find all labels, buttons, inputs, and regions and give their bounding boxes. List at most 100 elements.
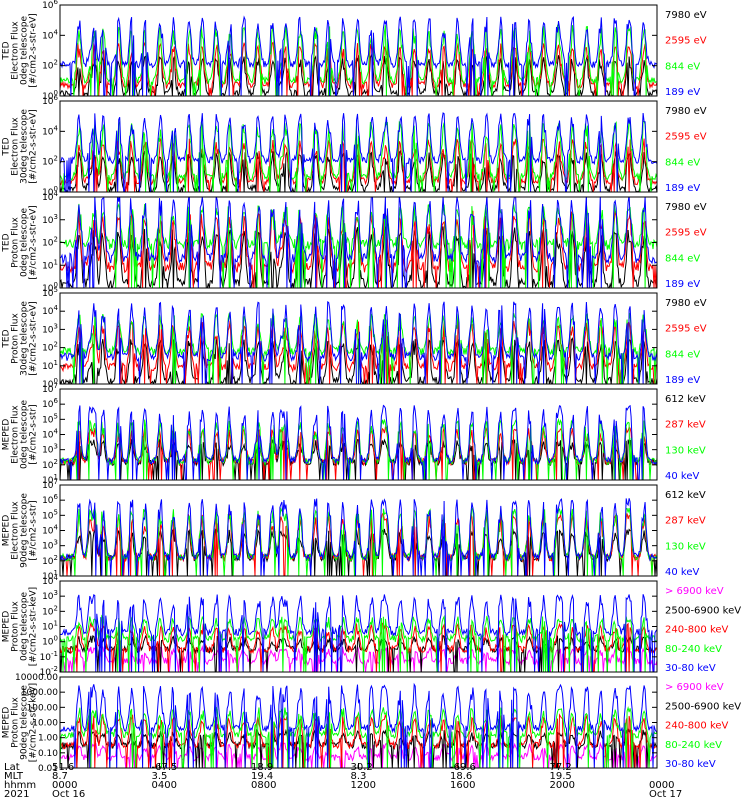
panel-1-ylabel: TEDElectron Flux0deg telescope[#/cm2-s-s…: [2, 13, 39, 88]
panel-7-legend-1: > 6900 keV: [665, 586, 724, 597]
x-tick-2-label-0: 18.9: [251, 762, 273, 773]
panel-2-ylabel-line-4: [#/cm2-s-str-eV]: [29, 109, 39, 184]
panel-5-ylabel-line-3: 0deg telescope: [20, 400, 30, 470]
panel-6-series-1-line: [60, 527, 657, 576]
x-tick-2-label-1: 19.4: [251, 771, 273, 782]
panel-4-legend-1: 7980 eV: [665, 298, 707, 309]
panel-1-ylabel-line-3: 0deg telescope: [20, 16, 30, 86]
x-tick-3-label-2: 1200: [351, 780, 376, 791]
panel-5-ytick-label-1: 102: [42, 458, 58, 471]
panel-8-ytick-label-3: 10.00: [32, 719, 58, 729]
panel-8-ylabel: MEPEDProton Flux90deg telescope[#/cm2-s-…: [2, 683, 39, 762]
panel-3-legend-2: 2595 eV: [665, 228, 707, 239]
panel-7-series: [60, 593, 657, 672]
panel-8-series-5-line: [60, 682, 657, 768]
panel-3-ytick-label-3: 103: [42, 213, 58, 226]
panel-2-ylabel-line-2: Electron Flux: [11, 117, 21, 176]
panel-1-series: [60, 15, 657, 96]
panel-7-legend-4: 80-240 keV: [665, 644, 722, 655]
panel-8-ylabel-line-1: MEPED: [2, 707, 12, 739]
panel-1-series-2-line: [60, 41, 657, 96]
x-tick-6-label-2: 0000: [649, 780, 674, 791]
x-tick-4-label-1: 18.6: [450, 771, 472, 782]
panel-2-series-4-line: [60, 112, 657, 192]
panel-5-ytick-label-3: 104: [42, 428, 58, 441]
panel-5-ylabel: MEPEDElectron Flux0deg telescope[#/cm2-s…: [2, 400, 39, 470]
x-tick-6-label-3: Oct 17: [649, 789, 682, 800]
x-tick-0-label-2: 0000: [52, 780, 77, 791]
panel-5-ylabel-line-1: MEPED: [2, 419, 12, 451]
panel-5-legend-3: 130 keV: [665, 445, 706, 456]
panel-7-legend-5: 30-80 keV: [665, 663, 716, 674]
panel-8-ytick-label-6: 10000.00: [15, 673, 58, 683]
panel-1-ytick-label-3: 106: [42, 0, 58, 11]
panel-1-series-4-line: [60, 15, 657, 96]
x-tick-4-label-2: 1600: [450, 780, 475, 791]
panel-7-legend-3: 240-800 keV: [665, 625, 729, 636]
panel-2-ylabel-line-1: TED: [2, 137, 12, 156]
x-tick-1-label-2: 0400: [152, 780, 177, 791]
x-tick-5-label-1: 19.5: [550, 771, 572, 782]
x-tick-3-label-0: 30.2: [351, 762, 373, 773]
panel-4-ylabel-line-1: TED: [2, 329, 12, 348]
panel-3-ytick-label-2: 102: [42, 236, 58, 249]
panel-7-series-2-line: [60, 634, 657, 672]
x-tick-0-label-1: 8.7: [52, 771, 68, 782]
panel-5-series-4-line: [60, 404, 657, 480]
panel-2-ylabel-line-3: 30deg telescope: [20, 109, 30, 184]
panel-7-ylabel-line-3: 0deg telescope: [20, 592, 30, 662]
panel-7-ylabel-line-4: [#/cm2-s-str-keV]: [29, 587, 39, 666]
panel-3-series-4-line: [60, 197, 657, 288]
x-tick-4-label-0: -69.6: [450, 762, 476, 773]
x-tick-2-label-2: 0800: [251, 780, 276, 791]
panel-2-legend-2: 2595 eV: [665, 132, 707, 143]
x-tick-0-label-0: 51.6: [52, 762, 74, 773]
panel-4-series: [60, 300, 657, 384]
panel-6-legend-3: 130 keV: [665, 541, 706, 552]
panel-5-ytick-label-4: 105: [42, 412, 58, 425]
panel-7-series-5-line: [60, 593, 657, 672]
panel-4-ytick-label-4: 104: [42, 304, 58, 317]
x-tick-1-label-0: -67.5: [152, 762, 178, 773]
panel-1-frame: [59, 4, 658, 97]
panel-8-ylabel-line-3: 90deg telescope: [20, 685, 30, 760]
panel-3-ytick-label-1: 101: [42, 258, 58, 271]
panel-4-series-4-line: [60, 300, 657, 384]
panel-3-legend-1: 7980 eV: [665, 202, 707, 213]
panel-3-ylabel: TEDProton Flux0deg telescope[#/cm2-s-str…: [2, 205, 39, 280]
x-row-label-hhmm: hhmm: [4, 780, 36, 791]
panel-1-legend-2: 2595 eV: [665, 36, 707, 47]
panel-6-ylabel: MEPEDElectron Flux90deg telescope[#/cm2-…: [2, 493, 39, 568]
panel-8-series-4-line: [60, 706, 657, 768]
panel-7-legend-2: 2500-6900 keV: [665, 605, 741, 616]
panel-6-legend-4: 40 keV: [665, 567, 699, 578]
panel-2-series: [60, 112, 657, 192]
panel-4-ytick-label-3: 103: [42, 322, 58, 335]
panel-7-series-4-line: [60, 614, 657, 672]
panel-4-legend-3: 844 eV: [665, 349, 700, 360]
panel-3-ylabel-line-4: [#/cm2-s-str-eV]: [29, 205, 39, 280]
panel-2-ytick-label-1: 102: [42, 155, 58, 168]
panel-7-ylabel-line-2: Proton Flux: [11, 601, 21, 652]
panel-8-ytick-label-5: 1000.00: [21, 688, 58, 698]
panel-5-legend-2: 287 keV: [665, 420, 706, 431]
panel-6-ylabel-line-4: [#/cm2-s-str]: [29, 500, 39, 560]
panel-7-ytick-label-1: 10-1: [40, 650, 58, 663]
panel-8-ytick-label-0: 0.01: [38, 764, 58, 774]
panel-8-ytick-label-2: 1.00: [38, 734, 58, 744]
panel-8-ylabel-line-2: Proton Flux: [11, 697, 21, 748]
panel-2-series-3-line: [60, 120, 657, 192]
panel-4-ytick-label-2: 102: [42, 341, 58, 354]
panel-5-legend-4: 40 keV: [665, 471, 699, 482]
panel-4-ytick-label-1: 101: [42, 359, 58, 372]
panel-1-legend-1: 7980 eV: [665, 10, 707, 21]
x-row-label-year: 2021: [4, 789, 29, 800]
panel-2-legend-4: 189 eV: [665, 183, 700, 194]
panel-7-series-3-line: [60, 621, 657, 672]
